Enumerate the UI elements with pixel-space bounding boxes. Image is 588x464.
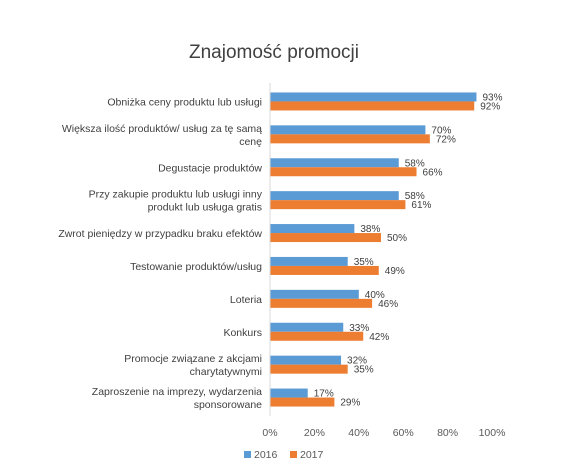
x-tick-label: 20% — [304, 427, 325, 439]
data-label-2016: 32% — [347, 356, 367, 367]
x-tick-label: 0% — [262, 427, 277, 439]
bar-2016 — [270, 224, 355, 234]
category-label: Przy zakupie produktu lub usługi inny — [89, 189, 263, 201]
bar-2016 — [270, 125, 426, 135]
data-label-2016: 33% — [349, 323, 369, 334]
category-label: Testowanie produktów/usług — [130, 261, 262, 273]
x-tick-label: 60% — [393, 427, 414, 439]
data-label-2017: 66% — [423, 167, 443, 178]
data-label-2017: 92% — [480, 101, 500, 112]
bar-2017 — [270, 134, 430, 144]
data-label-2017: 72% — [436, 134, 456, 145]
bar-2016 — [270, 256, 348, 266]
data-label-2017: 49% — [385, 266, 405, 277]
data-label-2017: 46% — [378, 299, 398, 310]
bar-2017 — [270, 233, 381, 243]
data-label-2017: 42% — [369, 332, 389, 343]
bar-2016 — [270, 289, 359, 299]
data-label-2016: 35% — [354, 257, 374, 268]
bar-2017 — [270, 397, 335, 407]
bar-2017 — [270, 364, 348, 374]
data-label-2016: 17% — [314, 389, 334, 400]
bar-2017 — [270, 298, 373, 308]
bar-2017 — [270, 265, 379, 275]
bar-2016 — [270, 158, 399, 168]
data-label-2017: 50% — [387, 233, 407, 244]
bars — [270, 92, 477, 407]
bar-2016 — [270, 191, 399, 201]
legend-label-2016: 2016 — [254, 449, 278, 461]
bar-2016 — [270, 322, 344, 332]
bar-2016 — [270, 355, 342, 365]
category-label: Większa ilość produktów/ usług za tę sam… — [62, 123, 262, 135]
data-label-2016: 58% — [405, 191, 425, 202]
bar-2017 — [270, 101, 475, 111]
data-label-2017: 61% — [411, 200, 431, 211]
x-axis-ticks: 0% 20% 40% 60% 80% 100% — [262, 427, 505, 439]
x-tick-label: 100% — [479, 427, 506, 439]
x-tick-label: 40% — [348, 427, 369, 439]
category-label: sponsorowane — [194, 399, 262, 411]
category-label: Zaproszenie na imprezy, wydarzenia — [92, 386, 262, 398]
legend-label-2017: 2017 — [300, 449, 324, 461]
legend: 2016 2017 — [244, 449, 324, 461]
data-label-2016: 40% — [365, 290, 385, 301]
data-label-2016: 93% — [482, 92, 502, 103]
category-labels: Obniżka ceny produktu lub usługi Większa … — [58, 96, 262, 411]
legend-swatch-2016 — [244, 451, 251, 458]
category-label: Obniżka ceny produktu lub usługi — [107, 96, 262, 108]
data-label-2017: 29% — [340, 398, 360, 409]
data-labels: 93%92%70%72%58%66%58%61%38%50%35%49%40%4… — [314, 92, 503, 408]
bar-2017 — [270, 167, 417, 177]
category-label: charytatywnymi — [190, 366, 262, 378]
data-label-2016: 38% — [360, 224, 380, 235]
x-tick-label: 80% — [437, 427, 458, 439]
bar-2016 — [270, 92, 477, 102]
category-label: Promocje związane z akcjami — [124, 353, 262, 365]
data-label-2016: 58% — [405, 158, 425, 169]
category-label: Loteria — [230, 294, 262, 306]
category-label: Konkurs — [223, 327, 262, 339]
data-label-2017: 35% — [354, 365, 374, 376]
category-label: Degustacje produktów — [158, 162, 262, 174]
chart-title: Znajomość promocji — [189, 42, 359, 63]
category-label: Zwrot pieniędzy w przypadku braku efektó… — [58, 228, 262, 240]
bar-2016 — [270, 388, 308, 398]
category-label: produkt lub usługa gratis — [148, 202, 262, 214]
bar-2017 — [270, 331, 364, 341]
bar-2017 — [270, 200, 406, 210]
data-label-2016: 70% — [431, 125, 451, 136]
category-label: cenę — [239, 136, 262, 148]
legend-swatch-2017 — [290, 451, 297, 458]
